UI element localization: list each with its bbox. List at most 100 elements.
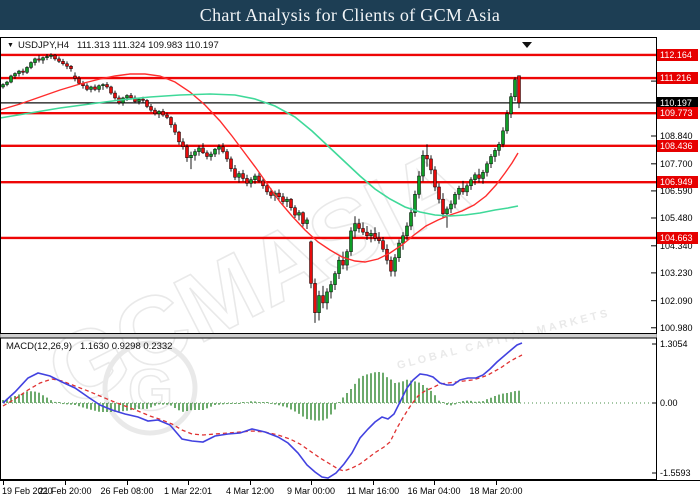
candle (281, 196, 285, 202)
autoscroll-marker-icon[interactable] (522, 42, 532, 48)
candle (73, 75, 77, 79)
x-axis-tick (127, 481, 128, 485)
candle (409, 212, 413, 227)
candle (53, 54, 57, 60)
candle (433, 169, 437, 188)
candle (197, 147, 201, 152)
candle (21, 70, 25, 73)
candle (293, 207, 297, 216)
y-axis-tick-label: 100.980 (660, 322, 693, 333)
candle (405, 225, 409, 237)
candle (193, 151, 197, 156)
candle (9, 75, 13, 83)
candle (285, 198, 289, 202)
candle (301, 212, 305, 224)
candle (417, 175, 421, 195)
candle (5, 81, 9, 85)
pane-divider[interactable] (0, 333, 657, 339)
candle (177, 131, 181, 143)
candle (445, 208, 449, 215)
candle (489, 156, 493, 165)
candle (45, 56, 49, 58)
macd-header: MACD(12,26,9) 1.1630 0.9298 0.2332 (6, 341, 172, 352)
candle (505, 113, 509, 132)
macd-scale-label: 1.3054 (660, 339, 688, 349)
price-level-badge: 104.663 (657, 231, 698, 244)
candle (509, 96, 513, 115)
y-axis-tick-label: 107.700 (660, 158, 693, 169)
candle (153, 109, 157, 115)
candle (437, 186, 441, 200)
candle (297, 212, 301, 216)
macd-scale-label: 0.00 (660, 398, 678, 408)
candle (101, 84, 105, 86)
candle (369, 233, 373, 237)
symbol-dropdown-icon[interactable]: ▼ (7, 42, 14, 49)
candle (85, 85, 89, 90)
x-axis-tick (496, 481, 497, 485)
candle (397, 242, 401, 259)
candle (393, 257, 397, 272)
price-axis[interactable]: 111.090108.840107.700106.590105.480104.3… (657, 37, 700, 480)
candle (93, 86, 97, 90)
price-level-badge: 111.216 (657, 72, 698, 85)
candle (221, 146, 225, 152)
candle (261, 180, 265, 187)
y-axis-tick-label: 104.340 (660, 240, 693, 251)
candle (129, 95, 133, 99)
x-axis-tick-label: 16 Mar 04:00 (407, 486, 461, 496)
candle (89, 86, 93, 90)
candle (305, 219, 309, 224)
x-axis-tick-label: 18 Mar 20:00 (469, 486, 523, 496)
candle (493, 150, 497, 157)
candle (229, 158, 233, 169)
x-axis-tick-label: 21 Feb 20:00 (38, 486, 92, 496)
candle (341, 259, 345, 266)
candle (37, 58, 41, 61)
candle (245, 178, 249, 184)
chart-header: ▼ USDJPY,H4 111.313 111.324 109.983 110.19… (7, 40, 219, 51)
candle (313, 283, 317, 313)
candle (481, 172, 485, 179)
x-axis-tick (65, 481, 66, 485)
candle (321, 295, 325, 304)
watermark-text: GLOBAL CAPITAL MARKETS (396, 307, 612, 372)
candle (185, 146, 189, 158)
candle (181, 141, 185, 147)
candle (265, 185, 269, 193)
candle (217, 146, 221, 150)
candle (201, 147, 205, 154)
candle (373, 233, 377, 239)
watermark-logo-circle (102, 340, 198, 436)
candle (169, 117, 173, 126)
candle (237, 173, 241, 178)
ma-red-line (0, 73, 519, 263)
candle (353, 223, 357, 232)
candle (61, 61, 65, 65)
x-axis-tick-label: 9 Mar 00:00 (286, 486, 336, 496)
candle (225, 151, 229, 160)
candle (137, 98, 141, 102)
candle (477, 174, 481, 179)
candle (29, 62, 33, 68)
candle (401, 235, 405, 244)
y-axis-tick-label: 102.090 (660, 295, 693, 306)
time-axis[interactable]: 19 Feb 2020 21 Feb 20:00 26 Feb 08:00 1 Mar… (0, 480, 700, 501)
candle (17, 70, 21, 74)
candle (233, 168, 237, 178)
x-axis-tick-label: 1 Mar 22:01 (163, 486, 213, 496)
x-axis-tick (3, 481, 4, 485)
candle (33, 58, 37, 63)
candle (41, 57, 45, 61)
x-axis-tick-label: 26 Feb 08:00 (100, 486, 154, 496)
price-level-badge: 108.436 (657, 139, 698, 152)
x-axis-tick (373, 481, 374, 485)
macd-pane-border (0, 337, 657, 480)
y-axis-tick-label: 105.480 (660, 212, 693, 223)
candle (125, 95, 129, 99)
macd-values: 1.1630 0.9298 0.2332 (80, 341, 173, 352)
price-level-badge: 112.164 (657, 48, 698, 61)
